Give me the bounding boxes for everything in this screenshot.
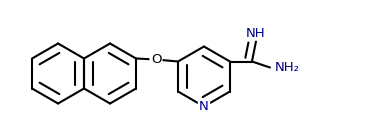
Text: NH₂: NH₂ [275, 61, 300, 74]
Text: O: O [151, 53, 161, 66]
Text: NH: NH [246, 26, 266, 40]
Text: N: N [199, 100, 209, 113]
